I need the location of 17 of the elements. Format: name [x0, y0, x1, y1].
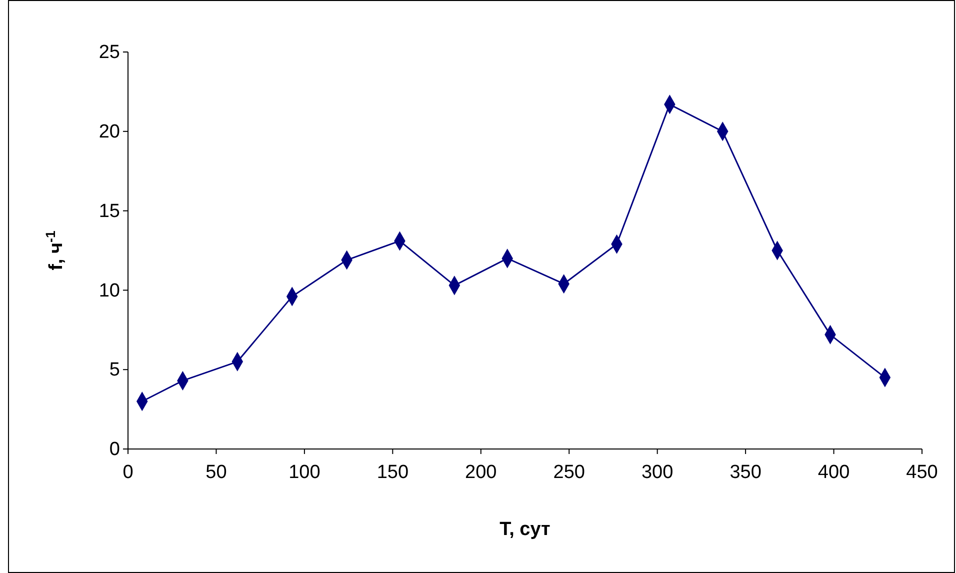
- y-tick-label: 0: [109, 439, 120, 460]
- x-tick-label: 100: [288, 462, 320, 483]
- x-tick-label: 200: [465, 462, 497, 483]
- x-tick-label: 450: [906, 462, 938, 483]
- x-tick-label: 250: [553, 462, 585, 483]
- x-tick-label: 350: [730, 462, 762, 483]
- x-tick-label: 0: [122, 462, 134, 483]
- y-tick-label: 5: [109, 360, 120, 381]
- x-axis-title: T, сут: [500, 519, 550, 540]
- y-tick-label: 20: [98, 121, 120, 142]
- y-tick-label: 15: [98, 200, 120, 222]
- x-tick-label: 50: [206, 462, 227, 483]
- y-tick-label: 25: [98, 42, 120, 64]
- x-tick-label: 400: [818, 462, 850, 483]
- y-tick-label: 10: [98, 280, 120, 302]
- x-tick-label: 150: [376, 462, 409, 483]
- x-tick-label: 300: [641, 462, 674, 483]
